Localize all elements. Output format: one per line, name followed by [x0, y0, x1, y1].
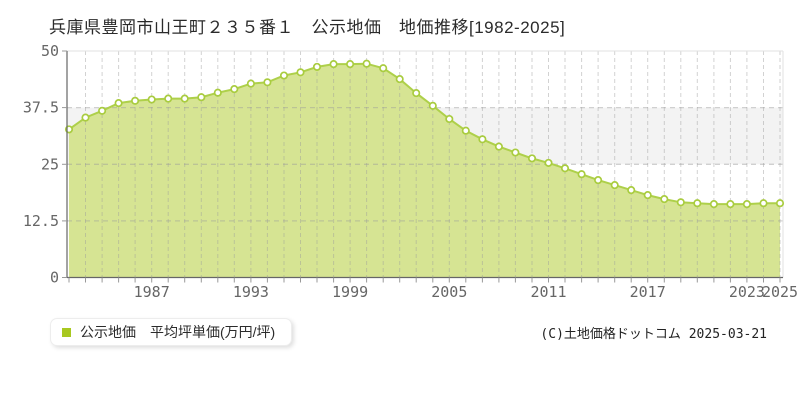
plot-border: [67, 50, 784, 278]
area-fill: [69, 63, 780, 278]
data-points: [64, 59, 785, 209]
svg-text:1999: 1999: [332, 283, 368, 301]
horizontal-gridlines: [67, 106, 783, 222]
svg-text:2023: 2023: [729, 283, 765, 301]
svg-text:25: 25: [41, 155, 59, 173]
vertical-gridlines: [85, 51, 781, 278]
svg-text:50: 50: [41, 42, 59, 60]
legend-marker-icon: [62, 327, 71, 337]
legend: 公示地価 平均坪単価(万円/坪): [50, 318, 293, 346]
legend-label: 公示地価 平均坪単価(万円/坪): [80, 324, 276, 340]
svg-text:1987: 1987: [134, 283, 170, 301]
page-title: 兵庫県豊岡市山王町２３５番１ 公示地価 地価推移[1982-2025]: [49, 18, 566, 37]
svg-text:1993: 1993: [233, 283, 269, 301]
svg-text:2005: 2005: [431, 283, 467, 301]
tick-marks: [62, 50, 781, 283]
svg-text:37.5: 37.5: [23, 99, 59, 117]
copyright-text: (C)土地価格ドットコム 2025-03-21: [540, 327, 767, 342]
svg-text:2025: 2025: [762, 283, 798, 301]
svg-text:2017: 2017: [630, 283, 666, 301]
svg-text:2011: 2011: [530, 283, 566, 301]
svg-text:0: 0: [50, 269, 59, 287]
y-axis-labels: 0 12.5 25 37.5 50: [23, 42, 59, 287]
svg-text:12.5: 12.5: [23, 212, 59, 230]
